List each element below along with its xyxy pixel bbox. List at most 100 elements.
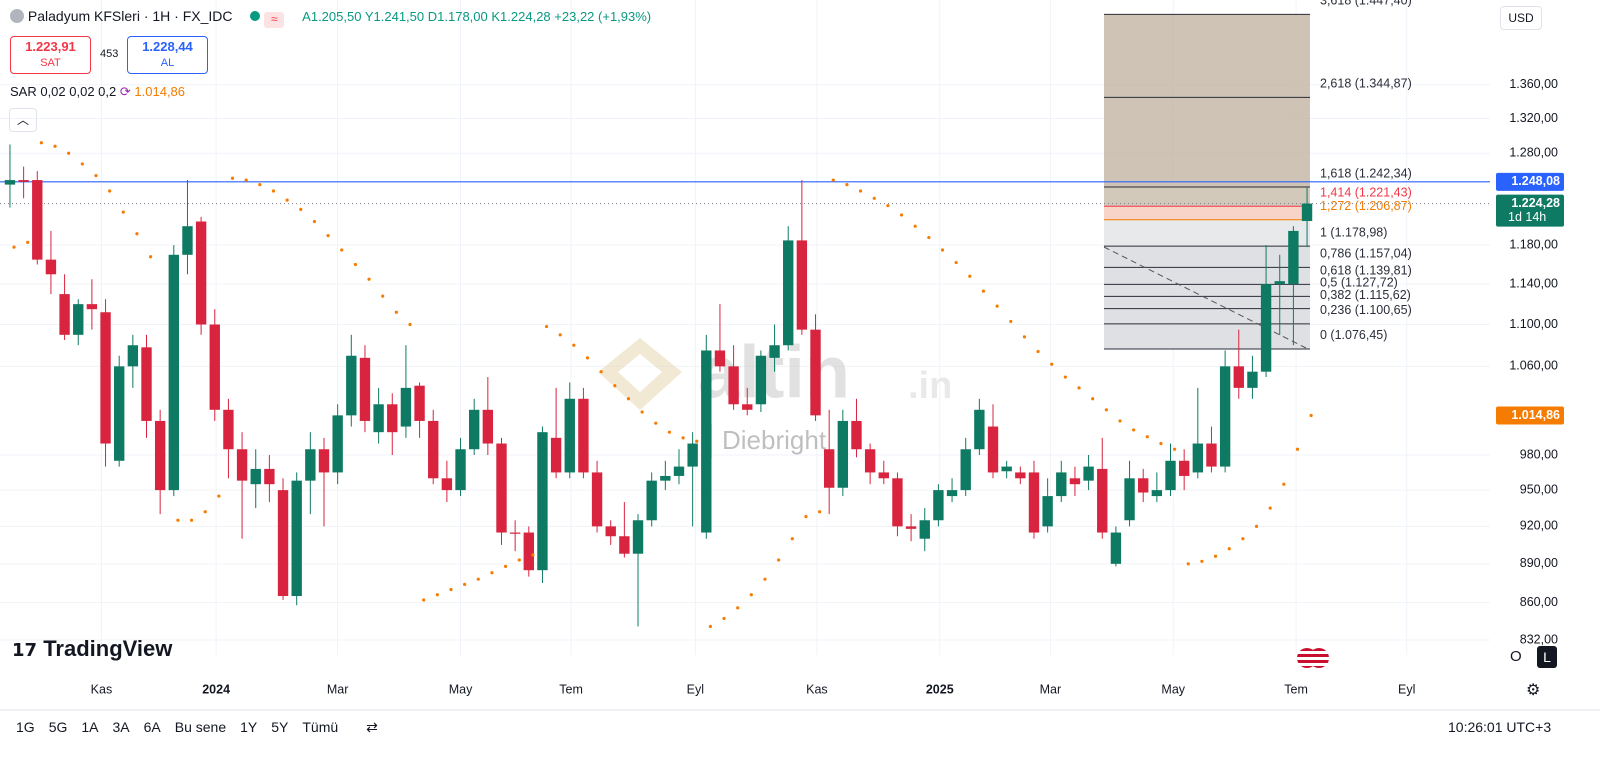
candle-body — [1165, 460, 1176, 491]
sar-dot — [531, 553, 535, 557]
sar-dot — [476, 577, 480, 581]
indicator: SAR 0,02 0,02 0,2 — [10, 84, 117, 99]
sar-dot — [503, 564, 508, 568]
candle-body — [646, 480, 657, 521]
log-button[interactable]: L — [1537, 646, 1557, 668]
ohlc-high: Y1.241,50 — [364, 9, 425, 24]
trend-line — [1103, 246, 1307, 349]
range-button[interactable]: Bu sene — [174, 719, 227, 735]
range-button[interactable]: 5G — [48, 719, 68, 735]
y-tick-label: 950,00 — [1520, 482, 1558, 496]
settings-icon[interactable]: ⚙ — [1526, 682, 1541, 699]
sar-dot — [1009, 319, 1013, 324]
y-tick-label: 1.320,00 — [1509, 111, 1558, 125]
sar-dot — [858, 189, 863, 193]
sar-dot — [913, 224, 917, 228]
compare-icon[interactable]: ⇄ — [366, 719, 378, 735]
candle-body — [73, 304, 84, 335]
fib-label: 0,5 (1.127,72) — [1320, 276, 1398, 290]
fib-zone — [1104, 246, 1310, 268]
candle-body — [1288, 230, 1299, 285]
y-tick-label: 1.140,00 — [1509, 276, 1558, 290]
watermark-suffix: .in — [908, 365, 952, 407]
sar-dot — [1159, 441, 1163, 446]
sar-dot — [1282, 482, 1286, 486]
x-tick-label: Mar — [327, 682, 349, 696]
candle-body — [223, 409, 234, 450]
sell-button[interactable]: 1.223,91 SAT — [10, 36, 91, 74]
fib-zone — [1104, 97, 1310, 188]
sar-dot — [230, 176, 235, 180]
sar-dot — [954, 260, 958, 265]
sar-dot — [790, 537, 794, 541]
sar-dot — [1200, 559, 1204, 563]
sar-dot — [1132, 428, 1136, 432]
x-tick-label: Kas — [806, 682, 828, 696]
sar-dot — [845, 183, 849, 187]
tv-mark: 𝟭𝟳 — [12, 640, 38, 660]
candle-body — [86, 304, 98, 310]
candle-body — [837, 420, 849, 488]
fib-label: 0,786 (1.157,04) — [1320, 247, 1412, 261]
fib-zone — [1104, 296, 1310, 309]
candle-body — [1015, 472, 1026, 479]
y-tick-label: 1.100,00 — [1509, 317, 1558, 331]
sar-dot — [94, 173, 98, 178]
sar-dot — [1268, 506, 1272, 510]
range-button[interactable]: 5Y — [271, 719, 289, 735]
candle-body — [960, 449, 971, 491]
sar-dot — [1309, 413, 1313, 418]
candle-body — [523, 532, 534, 571]
candle-body — [4, 180, 16, 185]
symbol-row: Paladyum KFSleri · 1H · FX_IDC ≈ A1.205,… — [10, 8, 651, 28]
sar-dot — [26, 240, 30, 244]
candle-body — [878, 472, 889, 479]
sar-dot — [1295, 447, 1300, 451]
currency-button[interactable]: USD — [1500, 6, 1542, 30]
x-tick-label: Mar — [1040, 682, 1062, 696]
range-button[interactable]: 3A — [112, 719, 130, 735]
candle-body — [127, 345, 139, 367]
candle-body — [1206, 443, 1217, 467]
candle-body — [168, 254, 179, 491]
candle-body — [714, 350, 726, 367]
symbol-icon — [10, 9, 24, 23]
sar-dot — [626, 397, 631, 401]
fib-zone — [1104, 187, 1310, 207]
fib-label: 1,272 (1.206,87) — [1320, 199, 1412, 213]
candle-body — [482, 409, 494, 444]
buy-price: 1.228,44 — [142, 39, 193, 54]
sar-dot — [872, 196, 876, 200]
auto-button[interactable]: O — [1510, 648, 1522, 665]
candle-body — [182, 226, 193, 255]
buy-button[interactable]: 1.228,44 AL — [127, 36, 208, 74]
sar-dot — [585, 356, 590, 360]
y-tick-label: 980,00 — [1520, 447, 1558, 461]
fib-label: 1,414 (1.221,43) — [1320, 185, 1412, 199]
collapse-button[interactable]: ︿ — [9, 108, 37, 132]
range-button[interactable]: 1A — [81, 719, 99, 735]
flag-icons — [1297, 648, 1335, 670]
range-button[interactable]: 1Y — [240, 719, 258, 735]
candle-body — [209, 324, 220, 410]
candle-body — [264, 468, 275, 485]
buy-label: AL — [160, 57, 175, 69]
sar-dot — [736, 606, 740, 610]
fib-label: 0 (1.076,45) — [1320, 328, 1387, 342]
sar-dot — [367, 277, 371, 281]
range-button[interactable]: 6A — [143, 719, 161, 735]
x-tick-label: 2024 — [202, 682, 230, 696]
y-tick-label: 1.060,00 — [1509, 359, 1558, 373]
range-button[interactable]: 1G — [16, 719, 35, 735]
candle-body — [441, 478, 453, 491]
candle-body — [100, 312, 111, 444]
candle-body — [619, 536, 630, 554]
sar-dot — [1241, 537, 1245, 541]
range-button[interactable]: Tümü — [302, 719, 339, 735]
candle-body — [1192, 443, 1204, 473]
y-tick-label: 1.180,00 — [1509, 237, 1558, 251]
candle-body — [1097, 468, 1108, 533]
